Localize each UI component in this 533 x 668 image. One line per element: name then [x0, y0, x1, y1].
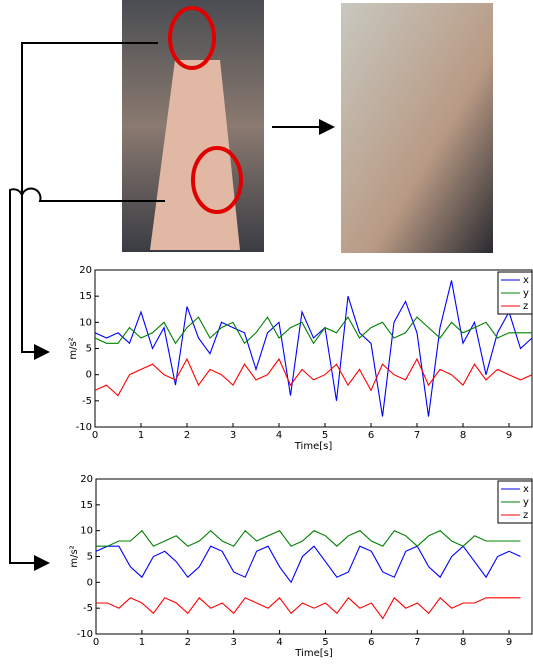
x-tick-label: 4 [276, 430, 282, 441]
y-tick-label: -5 [82, 396, 92, 407]
y-tick-label: 10 [80, 526, 93, 537]
y-tick-label: 10 [79, 317, 92, 328]
x-tick-label: 9 [506, 637, 512, 648]
y-tick-label: 15 [80, 500, 93, 511]
y-tick-label: 5 [86, 344, 92, 355]
x-tick-label: 2 [184, 430, 190, 441]
plot-area [95, 270, 532, 427]
legend-label: y [523, 497, 529, 508]
figure: -10-5051015200123456789Time[s]m/s²xyz-10… [0, 0, 533, 664]
x-tick-label: 0 [92, 430, 98, 441]
legend-label: x [523, 484, 529, 495]
legend-label: x [523, 275, 529, 286]
x-tick-label: 1 [139, 637, 145, 648]
x-tick-label: 0 [93, 637, 99, 648]
y-axis-label: m/s² [69, 545, 80, 567]
plot-area [96, 479, 532, 634]
y-tick-label: -5 [83, 603, 93, 614]
x-tick-label: 3 [230, 430, 236, 441]
legend-label: z [523, 510, 528, 521]
y-tick-label: 0 [86, 370, 92, 381]
x-tick-label: 7 [414, 637, 420, 648]
x-tick-label: 5 [322, 430, 328, 441]
photo-face [341, 3, 493, 253]
x-tick-label: 8 [460, 430, 466, 441]
x-tick-label: 7 [414, 430, 420, 441]
x-tick-label: 9 [506, 430, 512, 441]
x-tick-label: 2 [185, 637, 191, 648]
y-tick-label: 0 [87, 577, 93, 588]
x-axis-label: Time[s] [294, 441, 333, 452]
y-tick-label: 20 [79, 265, 92, 276]
y-tick-label: -10 [76, 422, 92, 433]
y-tick-label: 5 [87, 552, 93, 563]
x-tick-label: 8 [460, 637, 466, 648]
x-tick-label: 1 [138, 430, 144, 441]
x-axis-label: Time[s] [294, 648, 333, 659]
x-tick-label: 6 [368, 637, 374, 648]
y-tick-label: 15 [79, 291, 92, 302]
x-tick-label: 5 [322, 637, 328, 648]
legend-label: y [523, 288, 529, 299]
x-tick-label: 4 [276, 637, 282, 648]
y-axis-label: m/s² [68, 337, 79, 359]
legend-label: z [523, 301, 528, 312]
y-tick-label: -10 [77, 629, 93, 640]
x-tick-label: 3 [230, 637, 236, 648]
x-tick-label: 6 [368, 430, 374, 441]
y-tick-label: 20 [80, 474, 93, 485]
